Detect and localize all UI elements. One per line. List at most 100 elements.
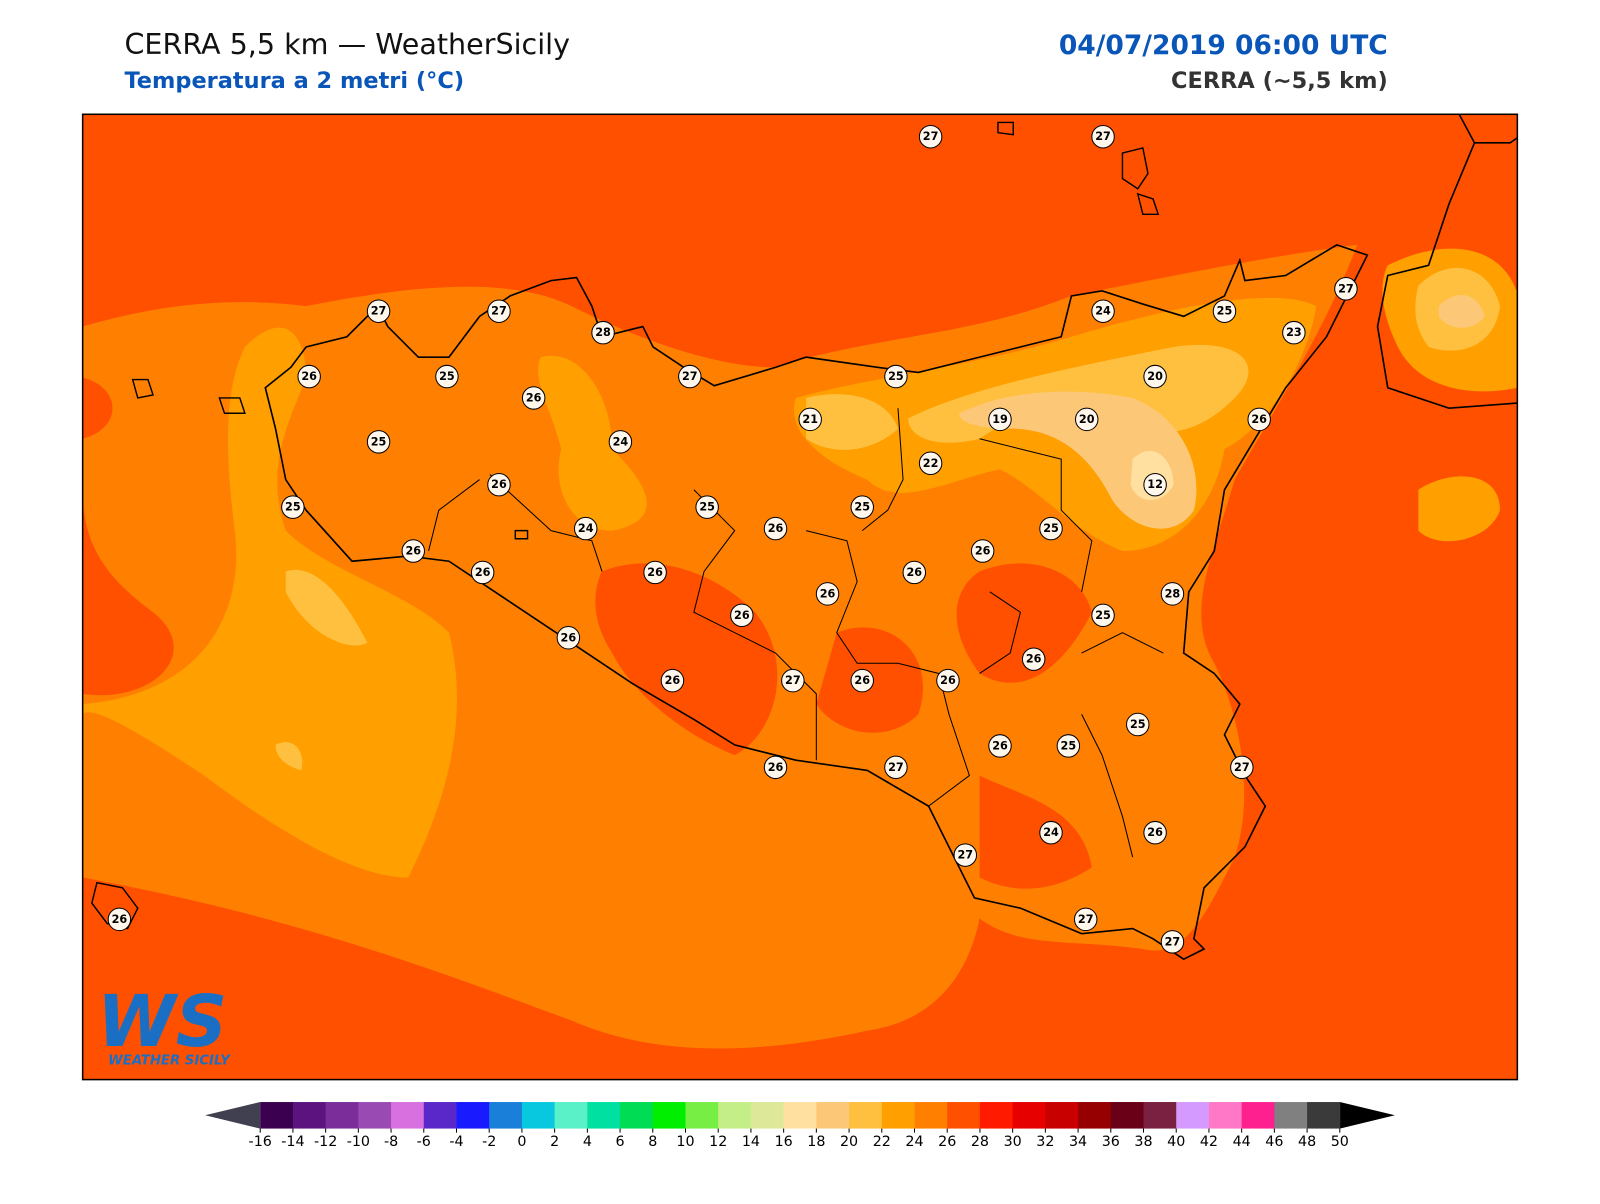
station-value: 26 bbox=[854, 674, 870, 687]
station-value: 24 bbox=[613, 435, 629, 448]
station: 23 bbox=[1282, 320, 1306, 345]
station-value: 26 bbox=[491, 478, 507, 491]
station: 27 bbox=[884, 755, 908, 780]
station-value: 27 bbox=[682, 370, 698, 383]
station-value: 25 bbox=[854, 501, 870, 514]
station: 25 bbox=[281, 495, 305, 519]
station-marker bbox=[401, 539, 425, 563]
station: 27 bbox=[366, 299, 391, 323]
station-marker bbox=[1056, 734, 1081, 758]
station-value: 25 bbox=[888, 370, 904, 383]
colorbar-tick-label: 48 bbox=[1298, 1134, 1316, 1150]
colorbar-bin bbox=[718, 1102, 752, 1129]
station: 27 bbox=[1073, 907, 1098, 932]
station-value: 25 bbox=[1130, 718, 1146, 731]
station-marker bbox=[521, 386, 546, 410]
station-value: 26 bbox=[1251, 413, 1267, 426]
colorbar-bin bbox=[292, 1102, 327, 1129]
colorbar: -16 -14 -12 -10 -8 -6 -4 -2 0 2 4 6 8 10 12 14 16 18 20 22 2… bbox=[205, 1102, 1395, 1150]
station-value: 23 bbox=[1286, 326, 1302, 339]
station: 25 bbox=[884, 364, 908, 389]
station-marker bbox=[660, 668, 685, 693]
station-marker bbox=[573, 516, 598, 541]
colorbar-bin bbox=[652, 1102, 687, 1129]
colorbar-over bbox=[1339, 1102, 1395, 1129]
station: 27 bbox=[918, 125, 943, 149]
station-value: 22 bbox=[923, 457, 939, 470]
station: 26 bbox=[815, 582, 840, 606]
station-marker bbox=[970, 539, 995, 563]
station-marker bbox=[988, 407, 1012, 432]
colorbar-bin bbox=[914, 1102, 948, 1129]
colorbar-tick-label: 4 bbox=[583, 1134, 592, 1150]
station-value: 26 bbox=[561, 631, 577, 644]
station: 24 bbox=[573, 516, 598, 541]
station: 25 bbox=[1212, 299, 1237, 323]
station: 27 bbox=[1091, 125, 1115, 149]
station: 25 bbox=[850, 495, 874, 519]
station-value: 26 bbox=[734, 609, 750, 622]
colorbar-tick-label: 40 bbox=[1167, 1134, 1185, 1150]
station: 26 bbox=[763, 516, 788, 541]
station: 26 bbox=[470, 560, 495, 585]
station: 25 bbox=[435, 364, 459, 389]
station-value: 25 bbox=[1061, 739, 1077, 752]
colorbar-tick-label: 36 bbox=[1102, 1134, 1120, 1150]
station-marker bbox=[695, 495, 719, 519]
station-value: 12 bbox=[1147, 478, 1163, 491]
station-marker bbox=[1091, 125, 1115, 149]
station-marker bbox=[781, 668, 805, 693]
station: 21 bbox=[798, 407, 822, 432]
station-value: 25 bbox=[1095, 609, 1111, 622]
colorbar-tick-label: 26 bbox=[938, 1134, 956, 1150]
station-value: 26 bbox=[975, 545, 991, 558]
station-marker bbox=[1073, 907, 1098, 932]
station-marker bbox=[1143, 472, 1167, 497]
colorbar-bin bbox=[1045, 1102, 1079, 1129]
station-value: 28 bbox=[595, 326, 611, 339]
station-value: 27 bbox=[923, 130, 939, 143]
station-value: 21 bbox=[802, 413, 818, 426]
stations: 27 27 27 27 28 24 25 27 23 26 25 26 27 25 20 21 19 20 26 25… bbox=[107, 125, 1358, 954]
station-marker bbox=[763, 516, 788, 541]
station-value: 25 bbox=[1217, 305, 1233, 318]
station-marker bbox=[1021, 647, 1046, 671]
colorbar-tick-label: 32 bbox=[1036, 1134, 1054, 1150]
station-marker bbox=[936, 668, 960, 693]
station-marker bbox=[608, 430, 633, 454]
station-marker bbox=[850, 495, 874, 519]
station-marker bbox=[556, 626, 581, 650]
station-marker bbox=[487, 472, 511, 497]
station: 27 bbox=[678, 364, 702, 389]
station-marker bbox=[798, 407, 822, 432]
logo-name: WEATHER SICILY bbox=[108, 1053, 231, 1068]
station-marker bbox=[1230, 755, 1254, 780]
colorbar-tick-label: 44 bbox=[1233, 1134, 1251, 1150]
colorbar-tick-label: 24 bbox=[905, 1134, 923, 1150]
colorbar-bin bbox=[521, 1102, 556, 1129]
islands bbox=[91, 121, 1160, 930]
station: 20 bbox=[1143, 364, 1167, 389]
colorbar-bin bbox=[423, 1102, 458, 1129]
station-marker bbox=[953, 843, 978, 867]
station-value: 27 bbox=[1234, 761, 1250, 774]
coastline-calabria bbox=[1376, 114, 1518, 409]
station: 25 bbox=[366, 430, 391, 454]
colorbar-tick-label: -16 bbox=[249, 1134, 272, 1150]
station-value: 26 bbox=[820, 587, 836, 600]
station-marker bbox=[730, 603, 754, 628]
station-value: 26 bbox=[1147, 826, 1163, 839]
station-value: 26 bbox=[1026, 653, 1042, 666]
station-marker bbox=[1126, 712, 1150, 737]
station-marker bbox=[1039, 820, 1063, 845]
colorbar-tick-label: 6 bbox=[616, 1134, 625, 1150]
colorbar-tick-label: -6 bbox=[417, 1134, 431, 1150]
station: 27 bbox=[781, 668, 805, 693]
colorbar-tick-label: 2 bbox=[550, 1134, 559, 1150]
colorbar-bin bbox=[849, 1102, 883, 1129]
station-value: 20 bbox=[1079, 413, 1095, 426]
colorbar-tick-label: 0 bbox=[517, 1134, 526, 1150]
station-marker bbox=[1143, 820, 1167, 845]
station: 27 bbox=[1230, 755, 1254, 780]
